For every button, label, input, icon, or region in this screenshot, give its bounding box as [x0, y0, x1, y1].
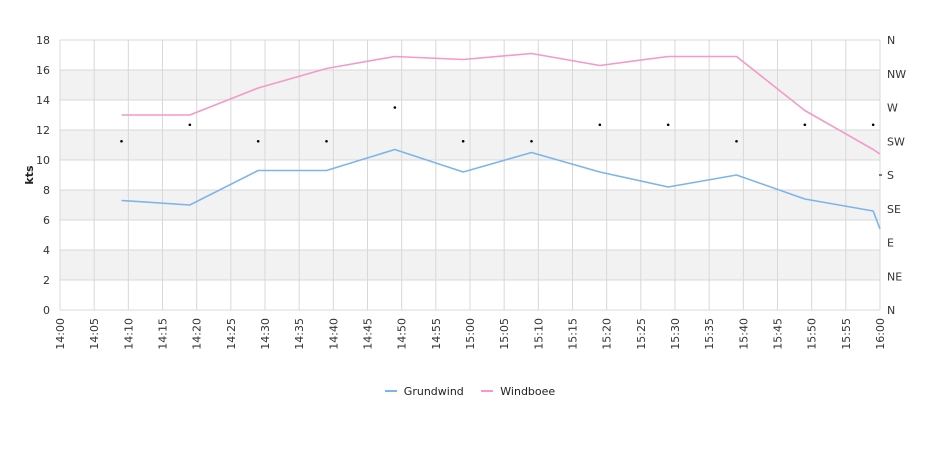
- series-lines: [121, 52, 881, 230]
- direction-tick-label: NE: [887, 270, 902, 283]
- x-tick-label: 14:10: [122, 318, 135, 350]
- direction-points: [120, 106, 882, 176]
- legend-item-grundwind[interactable]: Grundwind: [384, 385, 464, 398]
- legend-label: Windboee: [500, 385, 556, 398]
- direction-tick-label: N: [887, 34, 895, 47]
- direction-tick-label: SE: [887, 203, 901, 216]
- y-tick-label: 2: [43, 274, 50, 287]
- horizontal-gridlines: [60, 39, 880, 311]
- y-tick-label: 12: [36, 124, 50, 137]
- legend-swatch: [384, 390, 397, 392]
- x-tick-label: 14:40: [327, 318, 340, 350]
- y-tick-label: 4: [43, 244, 50, 257]
- x-tick-label: 15:20: [601, 318, 614, 350]
- wind-chart: 0 2 4 6 8 10 12 14 16 18 N NE E SE S SW W NW N 14:00 14:05…: [23, 34, 906, 350]
- x-axis-ticks: 14:00 14:05 14:10 14:15 14:20 14:25 14:30 14:35…: [54, 318, 887, 350]
- x-tick-label: 15:40: [737, 318, 750, 350]
- y-tick-label: 6: [43, 214, 50, 227]
- x-tick-label: 14:05: [88, 318, 101, 350]
- series-line-windboee: [121, 52, 881, 155]
- y-tick-label: 16: [36, 64, 50, 77]
- x-tick-label: 15:25: [635, 318, 648, 350]
- x-tick-label: 15:15: [567, 318, 580, 350]
- x-tick-label: 14:50: [396, 318, 409, 350]
- direction-point: [120, 139, 123, 143]
- y-tick-label: 8: [43, 184, 50, 197]
- direction-tick-label: N: [887, 304, 895, 317]
- direction-point: [461, 139, 465, 143]
- direction-point: [393, 106, 397, 109]
- y-tick-label: 0: [43, 304, 50, 317]
- y-tick-label: 10: [36, 154, 50, 167]
- x-tick-label: 14:00: [54, 318, 67, 350]
- legend-swatch: [481, 390, 494, 392]
- direction-tick-label: NW: [887, 68, 906, 81]
- direction-tick-label: S: [887, 169, 894, 182]
- y-axis-label: kts: [23, 165, 36, 185]
- direction-point: [530, 139, 533, 143]
- x-tick-label: 15:35: [703, 318, 716, 350]
- direction-point: [871, 123, 875, 127]
- legend: Grundwind Windboee: [0, 385, 940, 398]
- x-tick-label: 14:15: [157, 318, 170, 350]
- direction-point: [735, 139, 738, 143]
- x-tick-label: 15:05: [498, 318, 511, 350]
- x-tick-label: 15:45: [772, 318, 785, 350]
- x-tick-label: 16:00: [874, 318, 887, 350]
- x-tick-label: 14:20: [191, 318, 204, 350]
- series-line-grundwind: [121, 148, 881, 230]
- direction-tick-label: W: [887, 102, 898, 115]
- vertical-gridlines: [59, 40, 881, 310]
- x-tick-label: 15:10: [532, 318, 545, 350]
- x-tick-label: 14:45: [362, 318, 375, 350]
- x-tick-label: 15:00: [464, 318, 477, 350]
- direction-tick-label: E: [887, 237, 894, 250]
- direction-point: [598, 123, 602, 127]
- legend-label: Grundwind: [403, 385, 464, 398]
- legend-item-windboee[interactable]: Windboee: [481, 385, 555, 398]
- direction-point: [256, 139, 260, 143]
- direction-axis-ticks: N NE E SE S SW W NW N: [887, 34, 906, 317]
- x-tick-label: 15:30: [669, 318, 682, 350]
- y-tick-label: 18: [36, 34, 50, 47]
- direction-point: [666, 123, 670, 127]
- x-tick-label: 14:35: [293, 318, 306, 350]
- direction-point: [188, 123, 192, 127]
- y-tick-label: 14: [36, 94, 50, 107]
- x-tick-label: 15:50: [806, 318, 819, 350]
- y-axis-ticks: 0 2 4 6 8 10 12 14 16 18: [36, 34, 50, 317]
- x-tick-label: 15:55: [840, 318, 853, 350]
- x-tick-label: 14:25: [225, 318, 238, 350]
- direction-point: [803, 123, 807, 127]
- x-tick-label: 14:55: [430, 318, 443, 350]
- direction-tick-label: SW: [887, 135, 905, 148]
- direction-point: [325, 139, 328, 143]
- x-tick-label: 14:30: [259, 318, 272, 350]
